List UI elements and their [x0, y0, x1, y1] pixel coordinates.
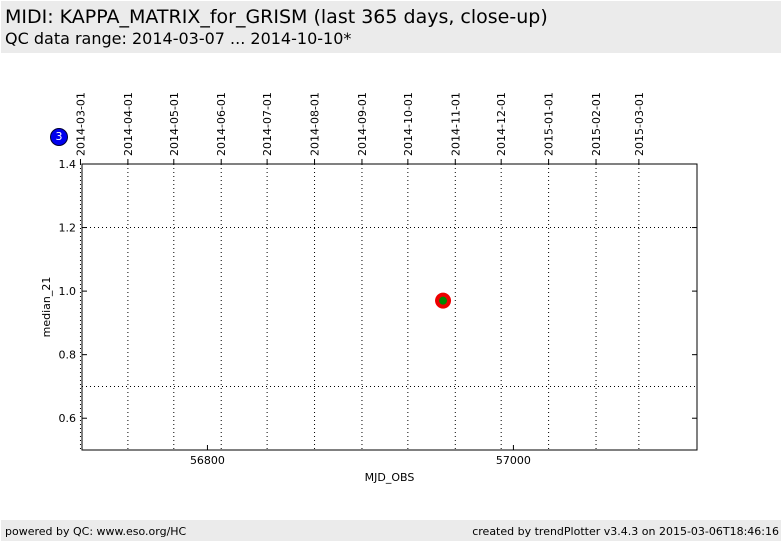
top-axis-label: 2014-08-01 [309, 92, 322, 156]
data-point-inner [439, 296, 448, 305]
y-tick-label: 1.0 [59, 285, 77, 298]
top-axis-label: 2014-04-01 [122, 92, 135, 156]
header-bar: MIDI: KAPPA_MATRIX_for_GRISM (last 365 d… [1, 1, 781, 53]
plot-frame [81, 163, 698, 451]
page-title: MIDI: KAPPA_MATRIX_for_GRISM (last 365 d… [5, 6, 548, 28]
y-tick-label: 1.4 [59, 158, 77, 171]
top-axis-label: 2014-03-01 [74, 92, 87, 156]
top-axis-label: 2015-02-01 [590, 92, 603, 156]
top-axis-label: 2014-10-01 [402, 92, 415, 156]
footer-powered-by: powered by QC: www.eso.org/HC [5, 525, 187, 538]
top-axis-label: 2014-05-01 [168, 92, 181, 156]
footer-bar: powered by QC: www.eso.org/HC created by… [1, 520, 781, 541]
top-axis-label: 2014-09-01 [356, 92, 369, 156]
x-tick-label: 56800 [190, 454, 225, 467]
x-axis-label: MJD_OBS [365, 471, 415, 484]
top-axis-label: 2014-06-01 [215, 92, 228, 156]
count-badge[interactable]: 3 [50, 128, 68, 146]
footer-created-by: created by trendPlotter v3.4.3 on 2015-0… [472, 525, 779, 538]
top-axis-label: 2014-11-01 [449, 92, 462, 156]
top-axis-label: 2015-03-01 [633, 92, 646, 156]
top-axis-label: 2015-01-01 [543, 92, 556, 156]
top-axis-label: 2014-12-01 [495, 92, 508, 156]
x-tick-label: 57000 [496, 454, 531, 467]
y-tick-label: 0.6 [59, 412, 77, 425]
y-axis-label: median_21 [40, 277, 53, 338]
y-tick-label: 1.2 [59, 222, 77, 235]
y-tick-label: 0.8 [59, 349, 77, 362]
top-axis-label: 2014-07-01 [261, 92, 274, 156]
page-subtitle: QC data range: 2014-03-07 ... 2014-10-10… [5, 29, 352, 48]
